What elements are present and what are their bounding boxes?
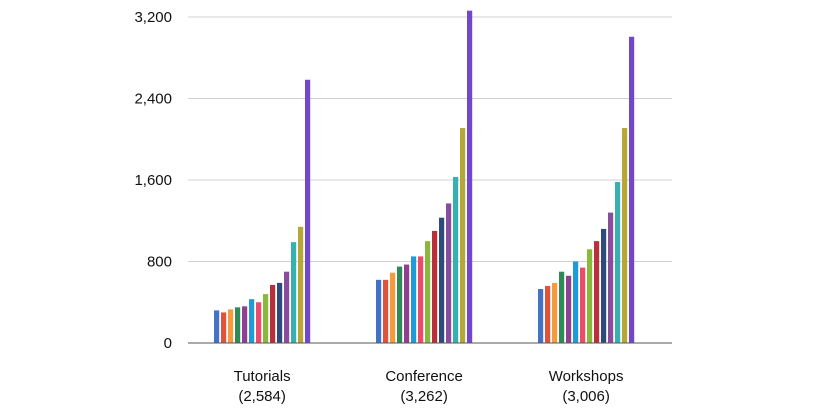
bar [418, 256, 424, 343]
bar [601, 228, 607, 343]
bar [538, 289, 544, 343]
bar [559, 271, 565, 343]
y-tick-label: 0 [164, 335, 172, 352]
bar [622, 128, 628, 343]
bar [446, 203, 452, 343]
bar [249, 299, 255, 343]
bar [228, 309, 234, 343]
bar [629, 36, 635, 344]
grid-lines [188, 16, 672, 262]
x-tick-label: Conference [385, 368, 463, 385]
bar [552, 282, 558, 343]
x-tick-label: Workshops [549, 368, 624, 385]
bar [284, 271, 290, 343]
y-tick-label: 3,200 [134, 9, 172, 26]
y-tick-label: 800 [147, 254, 172, 271]
bar [594, 241, 600, 343]
bar [270, 284, 276, 343]
bar [390, 272, 396, 343]
bar [404, 264, 410, 343]
bar [545, 285, 551, 343]
bar [291, 242, 297, 343]
bar [467, 10, 473, 344]
bar [263, 294, 269, 343]
bar [383, 279, 389, 343]
bar [411, 256, 417, 343]
category-total-label: (3,006) [562, 388, 610, 405]
x-axis: Tutorials (2,584) Conference (3,262) Worksho… [188, 342, 672, 405]
y-axis: 0 800 1,600 2,400 3,200 [134, 9, 172, 352]
bar [615, 182, 621, 343]
bar [580, 267, 586, 343]
bar [460, 128, 466, 343]
bar [566, 275, 572, 343]
bar [235, 307, 241, 343]
bar [256, 302, 262, 343]
bar [298, 226, 304, 343]
bar [221, 312, 227, 343]
y-tick-label: 1,600 [134, 172, 172, 189]
y-tick-label: 2,400 [134, 91, 172, 108]
bars [214, 10, 635, 344]
bar [277, 282, 283, 343]
bar [214, 310, 220, 343]
bar [573, 261, 579, 343]
bar [587, 249, 593, 343]
bar [376, 279, 382, 343]
bar [305, 79, 311, 343]
bar [397, 266, 403, 343]
bar [608, 212, 614, 343]
bar [242, 306, 248, 343]
bar [439, 217, 445, 343]
x-tick-label: Tutorials [234, 368, 291, 385]
category-total-label: (3,262) [400, 388, 448, 405]
bar [453, 176, 459, 343]
category-total-label: (2,584) [238, 388, 286, 405]
bar [432, 230, 438, 343]
bar [425, 241, 431, 343]
